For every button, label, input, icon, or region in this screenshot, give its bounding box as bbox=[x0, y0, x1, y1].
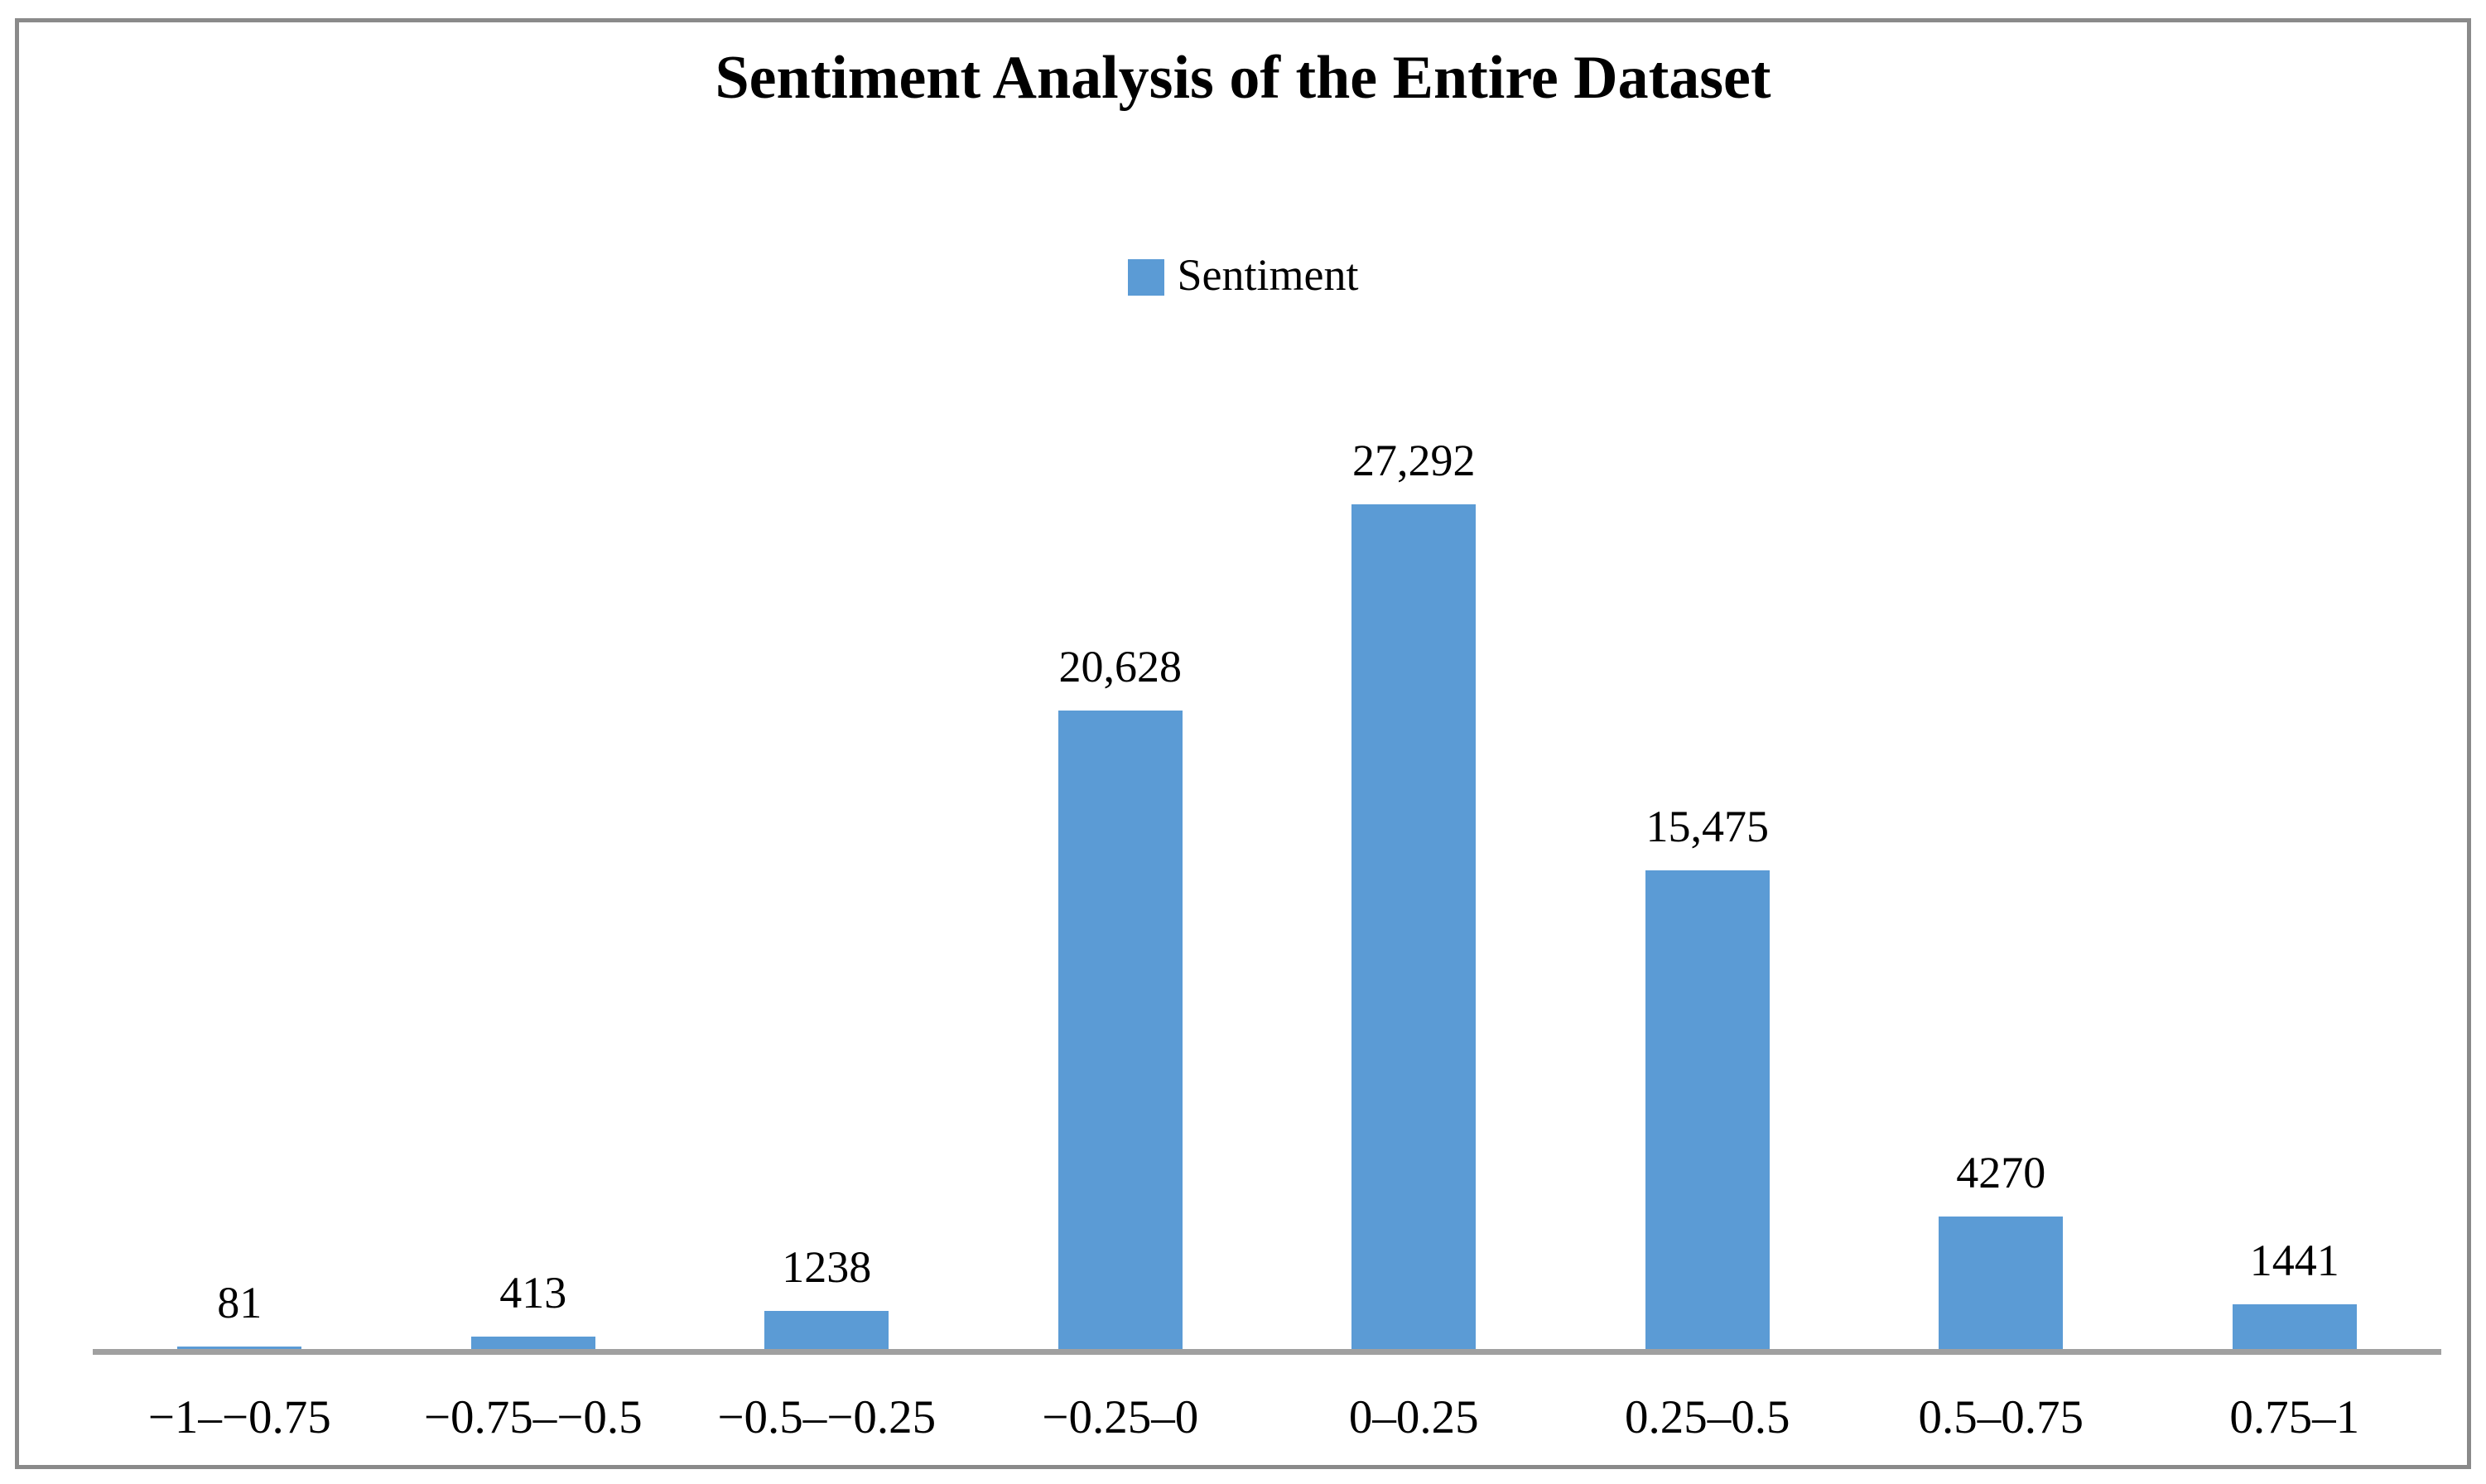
bar-slot: 1441 bbox=[2148, 504, 2442, 1349]
plot-area: 81 413 1238 20,628 27,292 15,475 4270 1441 bbox=[93, 436, 2442, 1349]
bar-value-label: 27,292 bbox=[1352, 435, 1476, 485]
bar-value-label: 15,475 bbox=[1645, 801, 1770, 851]
x-axis-tick-label: 0.25–0.5 bbox=[1625, 1391, 1790, 1443]
bar-slot: 4270 bbox=[1854, 504, 2148, 1349]
bar-value-label: 20,628 bbox=[1058, 641, 1183, 691]
bar-value-label: 4270 bbox=[1956, 1147, 2046, 1197]
bars-row: 81 413 1238 20,628 27,292 15,475 4270 1441 bbox=[93, 436, 2442, 1349]
bar bbox=[177, 1347, 302, 1349]
chart-title: Sentiment Analysis of the Entire Dataset bbox=[715, 44, 1771, 112]
x-axis-tick-label: −0.25–0 bbox=[1042, 1391, 1199, 1443]
x-axis-tick-label: 0.5–0.75 bbox=[1918, 1391, 2084, 1443]
x-axis-tick-label: −0.75–−0.5 bbox=[423, 1391, 643, 1443]
bar-value-label: 413 bbox=[499, 1267, 567, 1318]
legend-label: Sentiment bbox=[1177, 250, 1359, 300]
bar-value-label: 1441 bbox=[2249, 1235, 2339, 1285]
bar bbox=[1645, 870, 1770, 1349]
bar-slot: 81 bbox=[93, 504, 387, 1349]
bar bbox=[1939, 1217, 2064, 1349]
bar bbox=[1058, 711, 1183, 1349]
bar bbox=[764, 1311, 889, 1349]
x-axis-tick-label: −0.5–−0.25 bbox=[717, 1391, 937, 1443]
bar-slot: 20,628 bbox=[974, 504, 1268, 1349]
bar bbox=[1351, 504, 1477, 1349]
x-axis-tick-label: 0–0.25 bbox=[1348, 1391, 1479, 1443]
x-axis-line bbox=[93, 1349, 2441, 1355]
bar bbox=[2232, 1304, 2357, 1349]
bar-slot: 413 bbox=[387, 504, 681, 1349]
x-axis-labels: −1–−0.75 −0.75–−0.5 −0.5–−0.25 −0.25–0 0–0.2… bbox=[93, 1390, 2441, 1446]
legend: Sentiment bbox=[0, 253, 2486, 302]
bar-slot: 15,475 bbox=[1561, 504, 1855, 1349]
bar-slot: 27,292 bbox=[1267, 436, 1561, 1349]
bar bbox=[470, 1337, 595, 1349]
x-axis-tick-label: −1–−0.75 bbox=[147, 1391, 331, 1443]
bar-value-label: 1238 bbox=[782, 1241, 872, 1292]
x-axis-tick-label: 0.75–1 bbox=[2229, 1391, 2360, 1443]
legend-swatch-icon bbox=[1127, 259, 1164, 296]
bar-slot: 1238 bbox=[680, 504, 974, 1349]
bar-value-label: 81 bbox=[217, 1277, 263, 1327]
